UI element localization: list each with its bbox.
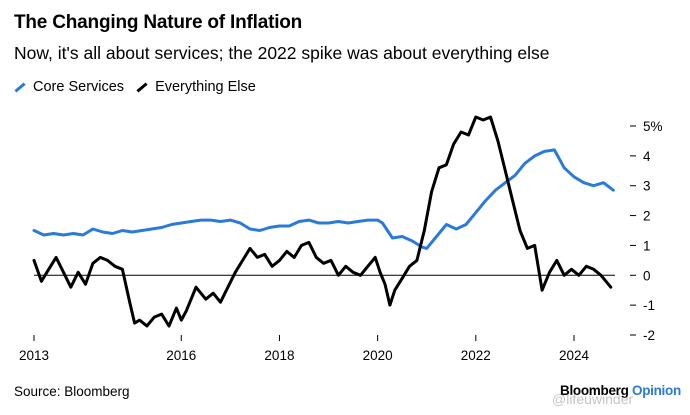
y-tick-label: -2 <box>643 328 655 343</box>
chart-title: The Changing Nature of Inflation <box>14 12 303 33</box>
series-line-core-services <box>32 148 615 250</box>
y-tick-label: 1 <box>643 238 651 253</box>
x-tick-label: 2020 <box>363 348 393 363</box>
x-tick-label: 2022 <box>461 348 491 363</box>
y-tick-label: 3 <box>643 179 651 194</box>
brand-suffix: Opinion <box>632 383 681 398</box>
x-axis: 2013 2016 2018 2020 2022 2024 <box>19 335 590 363</box>
brand-logo: Bloomberg Opinion <box>560 383 681 398</box>
y-tick-label: 2 <box>643 209 651 224</box>
source-note: Source: Bloomberg <box>14 384 130 399</box>
y-tick-label: -1 <box>643 298 655 313</box>
series-group <box>32 115 615 328</box>
y-axis: 5% 4 3 2 1 0 -1 -2 <box>630 119 663 343</box>
legend-item-everything-else: Everything Else <box>136 79 256 95</box>
y-tick-label: 0 <box>643 268 651 283</box>
legend-item-core-services: Core Services <box>14 79 124 95</box>
x-tick-label: 2018 <box>264 348 294 363</box>
x-tick-label: 2016 <box>166 348 196 363</box>
y-tick-label: 4 <box>643 149 651 164</box>
chart-subtitle: Now, it's all about services; the 2022 s… <box>14 43 550 63</box>
brand-name: Bloomberg <box>560 383 629 398</box>
chart-legend: Core Services Everything Else <box>14 79 268 95</box>
x-tick-label: 2013 <box>19 348 49 363</box>
watermark: @lifeuwinder <box>552 391 634 407</box>
y-tick-label: 5% <box>643 119 663 134</box>
legend-label-everything-else: Everything Else <box>155 79 256 95</box>
legend-label-core-services: Core Services <box>33 79 125 95</box>
series-line-everything-else <box>32 115 613 328</box>
x-tick-label: 2024 <box>559 348 590 363</box>
